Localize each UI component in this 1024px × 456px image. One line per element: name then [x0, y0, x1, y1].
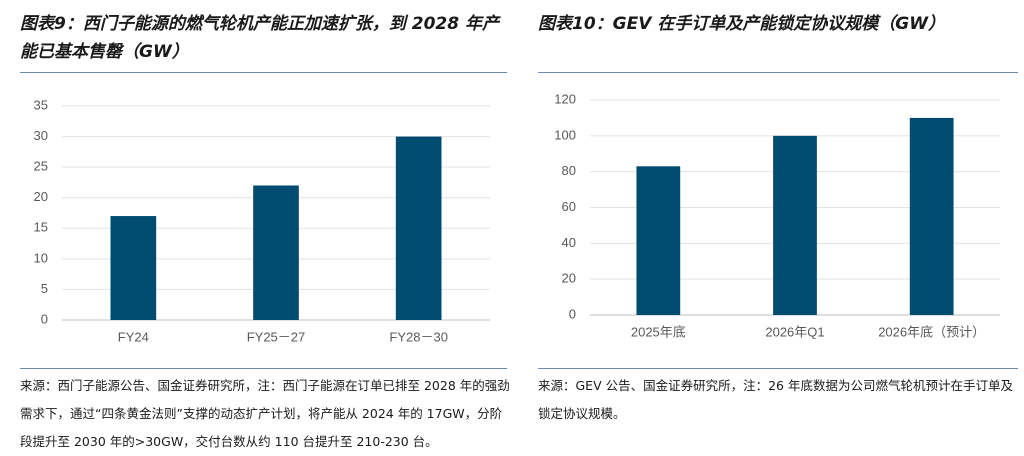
y-tick-label: 40 — [562, 235, 576, 250]
source-note: 来源：西门子能源公告、国金证券研究所，注：西门子能源在订单已排至 2028 年的… — [20, 378, 510, 449]
chart-title: 图表9：西门子能源的燃气轮机产能正加速扩张，到 2028 年产能已基本售罄（GW… — [20, 14, 499, 62]
x-tick-label: FY24 — [118, 329, 149, 344]
y-tick-label: 100 — [554, 127, 576, 142]
bar — [253, 185, 299, 320]
x-tick-label: 2026年Q1 — [765, 324, 824, 339]
source-note: 来源：GEV 公告、国金证券研究所，注：26 年底数据为公司燃气轮机预计在手订单… — [538, 378, 1013, 421]
y-tick-label: 10 — [34, 250, 48, 265]
x-tick-label: FY28－30 — [389, 329, 448, 344]
divider — [20, 368, 507, 369]
bar — [395, 136, 442, 320]
y-tick-label: 30 — [34, 128, 48, 143]
bar — [110, 216, 157, 320]
y-tick-label: 80 — [562, 163, 576, 178]
x-tick-label: 2026年底（预计） — [878, 324, 985, 339]
y-tick-label: 5 — [41, 281, 48, 296]
y-tick-label: 20 — [34, 189, 48, 204]
divider — [20, 72, 507, 73]
bar — [636, 166, 681, 315]
y-tick-label: 120 — [554, 91, 576, 106]
bar — [909, 117, 954, 316]
bar — [773, 135, 817, 315]
y-tick-label: 15 — [34, 220, 48, 235]
y-tick-label: 0 — [41, 311, 48, 326]
chart-title: 图表10：GEV 在手订单及产能锁定协议规模（GW） — [538, 14, 946, 34]
y-tick-label: 25 — [34, 159, 48, 174]
divider — [538, 368, 1018, 369]
y-tick-label: 20 — [562, 271, 576, 286]
y-tick-label: 60 — [562, 199, 576, 214]
x-tick-label: FY25－27 — [247, 329, 306, 344]
x-tick-label: 2025年底 — [631, 324, 686, 339]
y-tick-label: 35 — [34, 97, 48, 112]
y-tick-label: 0 — [569, 306, 576, 321]
divider — [538, 72, 1018, 73]
